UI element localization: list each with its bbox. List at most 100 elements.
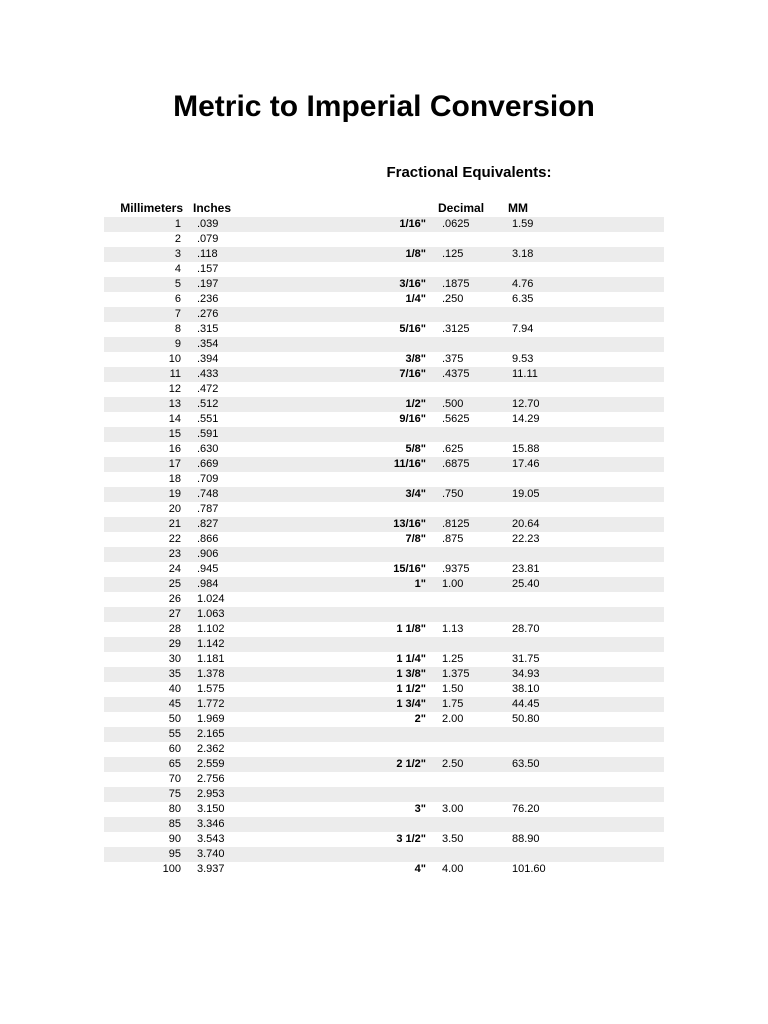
cell-inches: .472: [189, 382, 254, 397]
cell-inches: .945: [189, 562, 254, 577]
cell-decimal: [434, 232, 504, 247]
table-row: 20.787: [104, 502, 664, 517]
cell-fraction: [364, 547, 434, 562]
cell-gap: [254, 277, 364, 292]
cell-gap: [254, 637, 364, 652]
table-row: 24.94515/16".937523.81: [104, 562, 664, 577]
table-row: 903.5433 1/2"3.5088.90: [104, 832, 664, 847]
cell-inches: 1.772: [189, 697, 254, 712]
cell-decimal: 1.75: [434, 697, 504, 712]
table-row: 8.3155/16".31257.94: [104, 322, 664, 337]
cell-inches: 1.575: [189, 682, 254, 697]
cell-inches: 2.362: [189, 742, 254, 757]
cell-inches: 2.953: [189, 787, 254, 802]
cell-inches: .748: [189, 487, 254, 502]
cell-decimal: .250: [434, 292, 504, 307]
cell-fraction: 5/8": [364, 442, 434, 457]
cell-gap: [254, 382, 364, 397]
cell-gap: [254, 607, 364, 622]
header-millimeters: Millimeters: [104, 199, 189, 217]
cell-mm: 60: [104, 742, 189, 757]
table-row: 803.1503"3.0076.20: [104, 802, 664, 817]
cell-decimal: .0625: [434, 217, 504, 232]
cell-decimal: .3125: [434, 322, 504, 337]
cell-fmm: 6.35: [504, 292, 564, 307]
cell-fraction: 15/16": [364, 562, 434, 577]
cell-mm: 75: [104, 787, 189, 802]
cell-gap: [254, 397, 364, 412]
cell-gap: [254, 652, 364, 667]
table-row: 552.165: [104, 727, 664, 742]
cell-mm: 18: [104, 472, 189, 487]
cell-gap: [254, 682, 364, 697]
cell-gap: [254, 742, 364, 757]
table-row: 22.8667/8".87522.23: [104, 532, 664, 547]
table-row: 953.740: [104, 847, 664, 862]
cell-fmm: 14.29: [504, 412, 564, 427]
cell-gap: [254, 757, 364, 772]
cell-gap: [254, 457, 364, 472]
cell-gap: [254, 712, 364, 727]
table-row: 451.7721 3/4"1.7544.45: [104, 697, 664, 712]
cell-mm: 7: [104, 307, 189, 322]
cell-inches: .433: [189, 367, 254, 382]
cell-fraction: [364, 637, 434, 652]
cell-mm: 9: [104, 337, 189, 352]
cell-decimal: [434, 307, 504, 322]
cell-inches: .079: [189, 232, 254, 247]
table-row: 752.953: [104, 787, 664, 802]
cell-fmm: 88.90: [504, 832, 564, 847]
cell-decimal: [434, 547, 504, 562]
cell-mm: 13: [104, 397, 189, 412]
table-row: 281.1021 1/8"1.1328.70: [104, 622, 664, 637]
cell-gap: [254, 247, 364, 262]
cell-inches: .709: [189, 472, 254, 487]
cell-gap: [254, 412, 364, 427]
cell-fmm: [504, 607, 564, 622]
cell-gap: [254, 817, 364, 832]
table-row: 301.1811 1/4"1.2531.75: [104, 652, 664, 667]
cell-fraction: [364, 787, 434, 802]
table-row: 23.906: [104, 547, 664, 562]
table-row: 2.079: [104, 232, 664, 247]
table-row: 14.5519/16".562514.29: [104, 412, 664, 427]
cell-fraction: 3/16": [364, 277, 434, 292]
cell-inches: 1.969: [189, 712, 254, 727]
table-row: 17.66911/16".687517.46: [104, 457, 664, 472]
cell-fraction: 2": [364, 712, 434, 727]
cell-inches: .315: [189, 322, 254, 337]
cell-fraction: [364, 307, 434, 322]
cell-mm: 40: [104, 682, 189, 697]
cell-gap: [254, 517, 364, 532]
cell-gap: [254, 322, 364, 337]
cell-decimal: .8125: [434, 517, 504, 532]
cell-fraction: [364, 742, 434, 757]
cell-mm: 20: [104, 502, 189, 517]
cell-decimal: .4375: [434, 367, 504, 382]
cell-gap: [254, 577, 364, 592]
cell-fraction: 5/16": [364, 322, 434, 337]
cell-inches: .512: [189, 397, 254, 412]
cell-decimal: .1875: [434, 277, 504, 292]
cell-decimal: 3.00: [434, 802, 504, 817]
subtitle: Fractional Equivalents:: [60, 164, 708, 181]
cell-mm: 30: [104, 652, 189, 667]
table-row: 602.362: [104, 742, 664, 757]
cell-fmm: 44.45: [504, 697, 564, 712]
cell-mm: 16: [104, 442, 189, 457]
cell-gap: [254, 352, 364, 367]
cell-mm: 23: [104, 547, 189, 562]
cell-fraction: 13/16": [364, 517, 434, 532]
cell-fraction: 1 1/4": [364, 652, 434, 667]
cell-fraction: [364, 607, 434, 622]
cell-gap: [254, 367, 364, 382]
rows-container: 1.0391/16".06251.592.0793.1181/8".1253.1…: [104, 217, 664, 877]
cell-decimal: 1.13: [434, 622, 504, 637]
cell-decimal: [434, 592, 504, 607]
cell-decimal: .5625: [434, 412, 504, 427]
cell-decimal: .500: [434, 397, 504, 412]
cell-fmm: 15.88: [504, 442, 564, 457]
table-row: 12.472: [104, 382, 664, 397]
cell-fmm: 38.10: [504, 682, 564, 697]
cell-fraction: 1 1/8": [364, 622, 434, 637]
